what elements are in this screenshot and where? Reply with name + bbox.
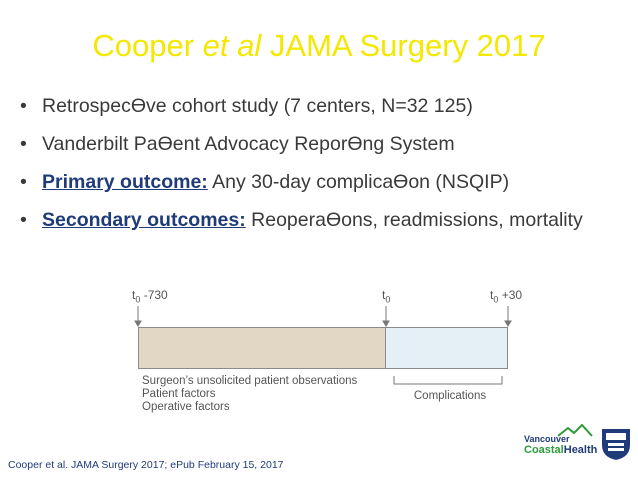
bullet-item: Primary outcome: Any 30-day complicaƟon … — [20, 169, 620, 195]
vch-logo-line1: Vancouver — [524, 434, 570, 444]
bullet-text: Any 30-day complicaƟon (NSQIP) — [207, 171, 510, 193]
title-pre: Cooper — [92, 28, 203, 63]
bullet-item: RetrospecƟve cohort study (7 centers, N=… — [20, 93, 620, 119]
factor-item: Surgeon’s unsolicited patient observatio… — [142, 375, 358, 387]
bullet-text: RetrospecƟve cohort study (7 centers, N=… — [42, 95, 473, 117]
marker-start-label: t0 -730 — [132, 288, 168, 305]
arrowhead-end — [504, 320, 512, 327]
vancouver-coastal-health-logo: Vancouver CoastalHealth — [520, 424, 600, 464]
ubc-crest-logo — [600, 427, 632, 461]
post-op-period-bar — [386, 327, 508, 369]
timeline-figure: t0 -730 t0 t0 +30 Surgeon’s unsolicited … — [110, 286, 530, 416]
arrowhead-start — [134, 320, 142, 327]
pre-op-period-bar — [138, 327, 386, 369]
vch-logo-line2: CoastalHealth — [524, 444, 598, 456]
factor-item: Operative factors — [142, 401, 230, 413]
bullet-text: ReoperaƟons, readmissions, mortality — [245, 209, 583, 231]
arrowhead-mid — [382, 320, 390, 327]
bullet-text: Vanderbilt PaƟent Advocacy ReporƟng Syst… — [42, 133, 455, 155]
slide-title: Cooper et al JAMA Surgery 2017 — [0, 26, 638, 66]
shield-crest-icon — [602, 429, 630, 460]
bullet-item: Vanderbilt PaƟent Advocacy ReporƟng Syst… — [20, 131, 620, 157]
mountain-icon — [558, 424, 593, 437]
factor-item: Patient factors — [142, 388, 216, 400]
timeline-arrows — [134, 306, 512, 385]
citation: Cooper et al. JAMA Surgery 2017; ePub Fe… — [8, 459, 284, 471]
bullet-label: Secondary outcomes: — [42, 209, 246, 231]
title-italic: et al — [202, 28, 262, 63]
marker-end-label: t0 +30 — [490, 288, 523, 305]
complications-bracket — [393, 376, 503, 385]
factor-list: Surgeon’s unsolicited patient observatio… — [142, 375, 357, 414]
marker-mid-label: t0 — [382, 288, 391, 305]
bullet-item: Secondary outcomes: ReoperaƟons, readmis… — [20, 207, 620, 233]
bullet-label: Primary outcome: — [42, 171, 208, 193]
complications-label: Complications — [413, 390, 487, 402]
bullet-list: RetrospecƟve cohort study (7 centers, N=… — [20, 93, 620, 245]
title-post: JAMA Surgery 2017 — [261, 28, 546, 63]
